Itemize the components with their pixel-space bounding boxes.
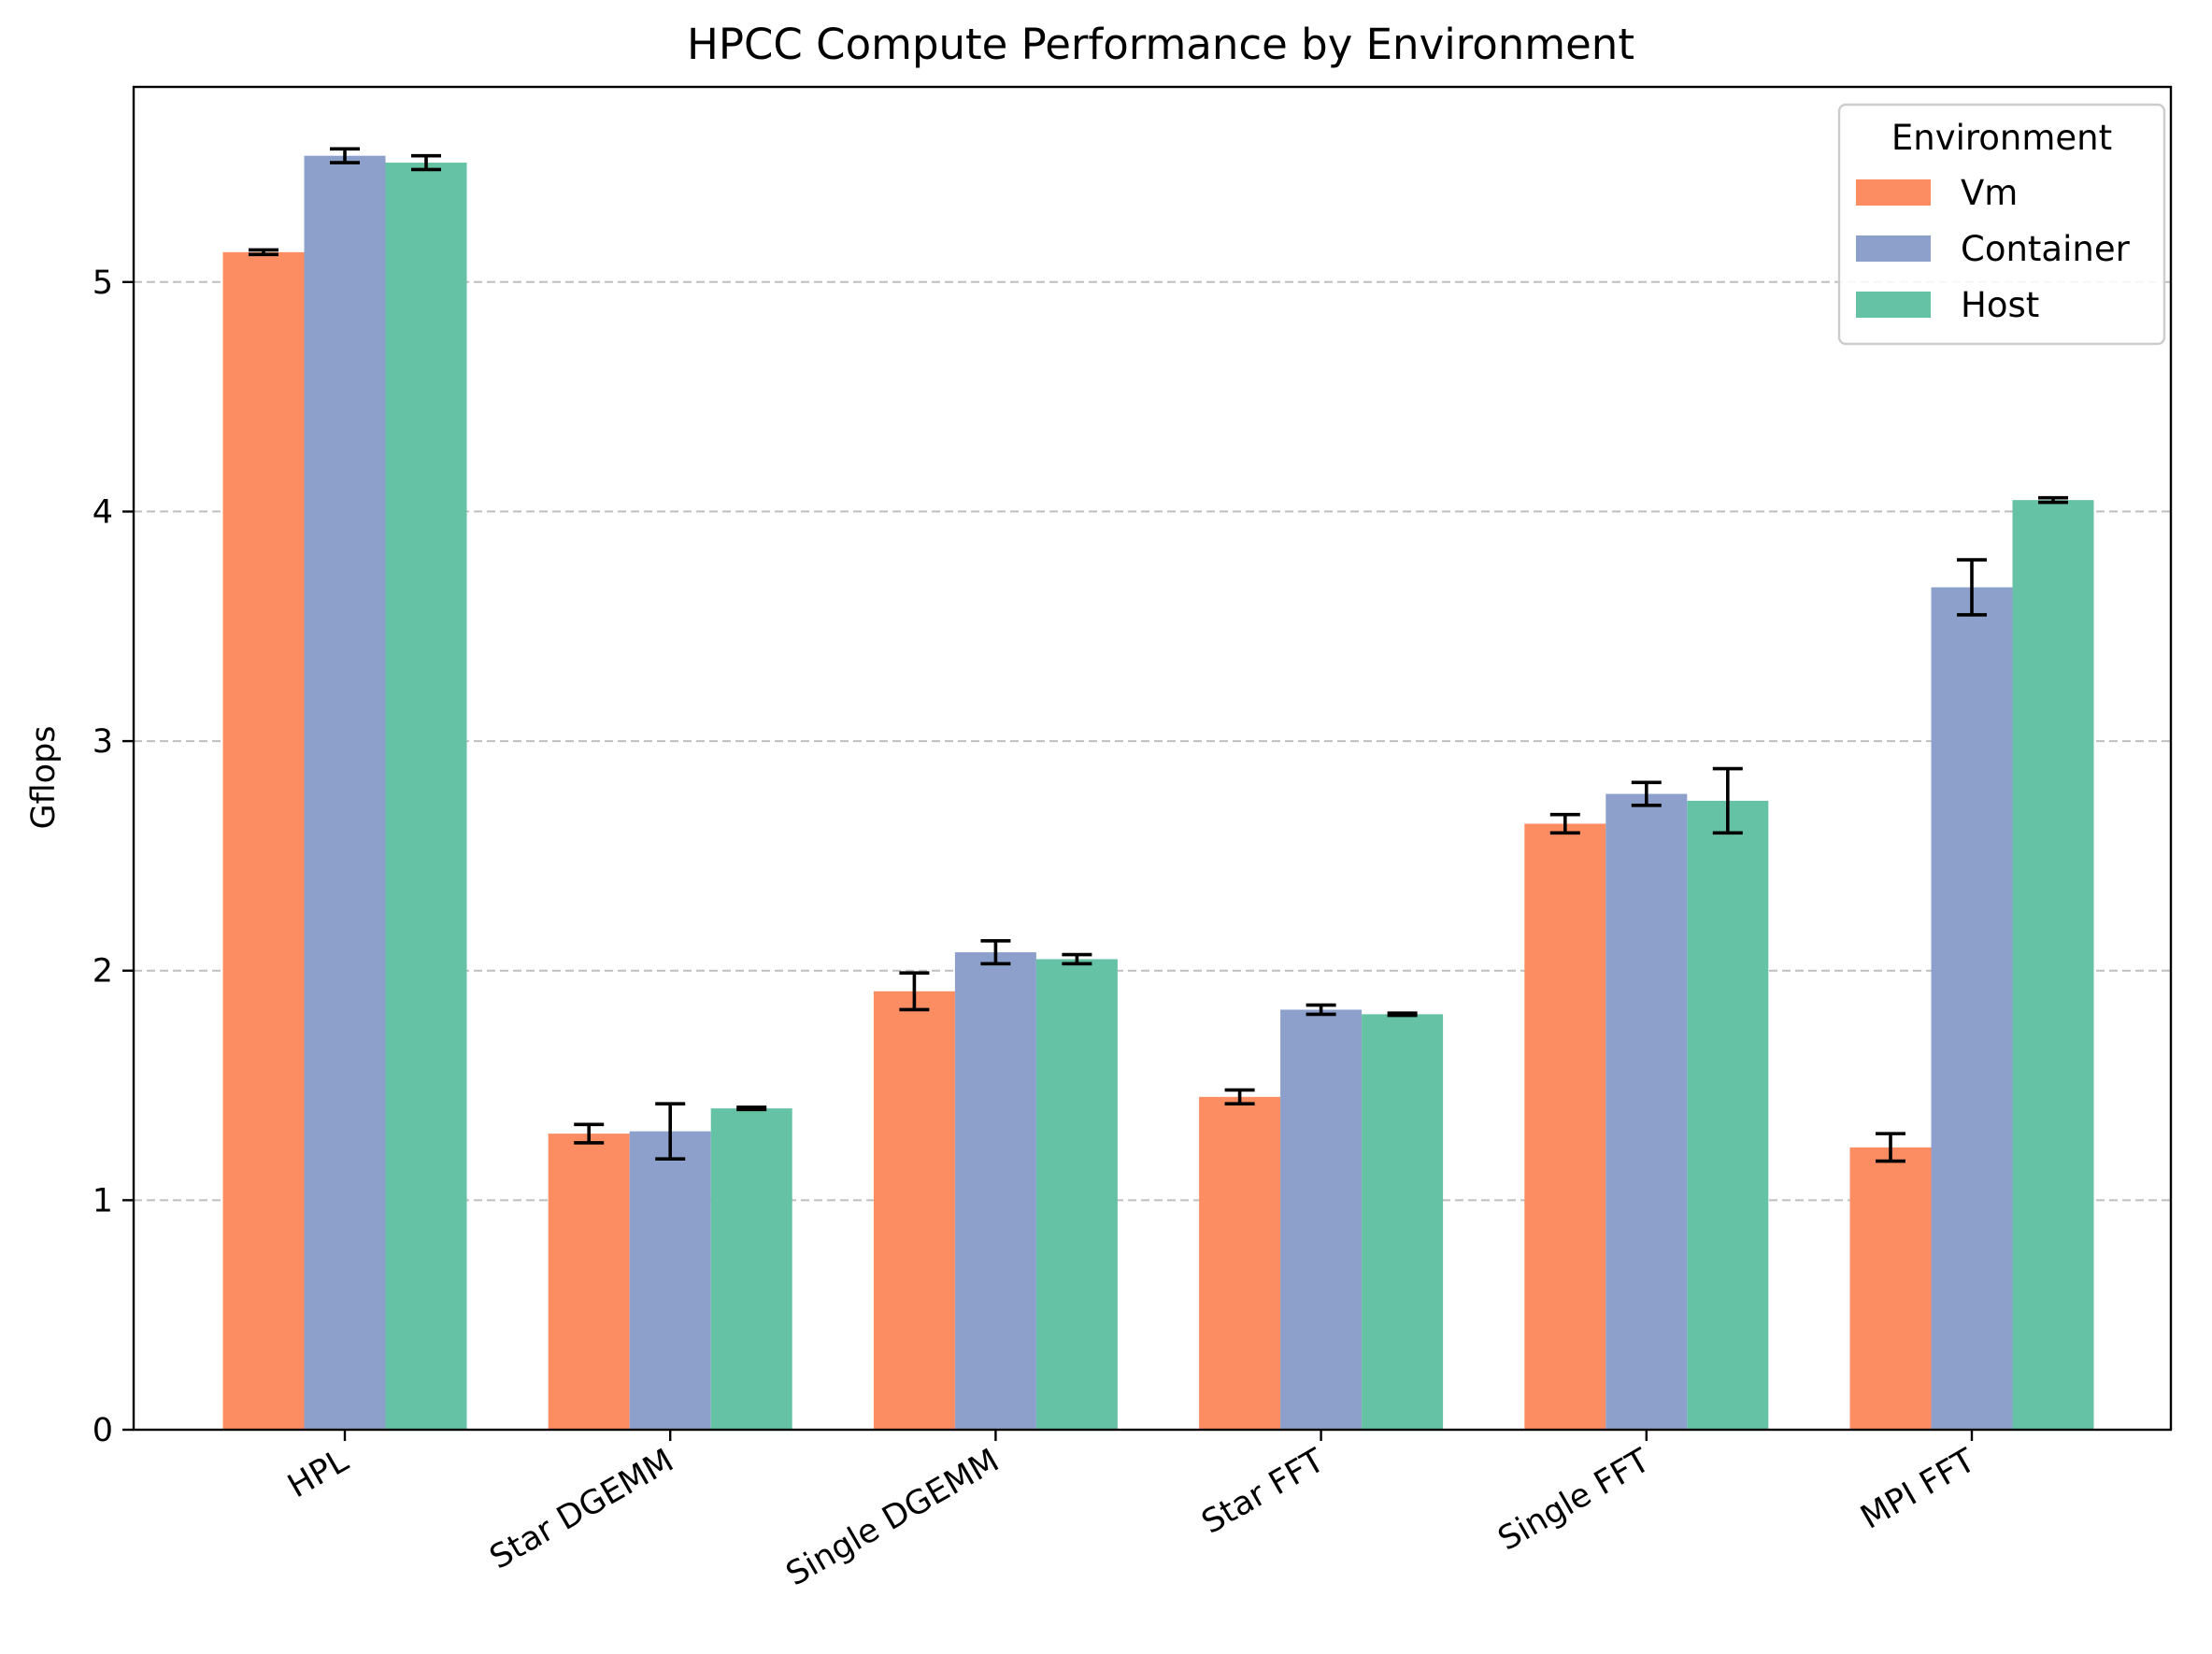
bar-host-mpi-fft <box>2012 500 2094 1430</box>
error-bar <box>411 153 441 172</box>
bar-host-single-fft <box>1687 800 1769 1430</box>
bar-container-mpi-fft <box>1931 587 2013 1430</box>
legend-item-container[interactable]: Container <box>1856 229 2131 269</box>
bar-host-single-dgemm <box>1035 959 1118 1430</box>
chart-title: HPCC Compute Performance by Environment <box>687 20 1634 69</box>
y-axis-label: Gflops <box>25 725 63 829</box>
y-tick-label: 3 <box>93 723 113 761</box>
legend-swatch <box>1856 235 1931 262</box>
legend-item-host[interactable]: Host <box>1856 285 2039 325</box>
bar-host-star-fft <box>1362 1014 1444 1430</box>
bars <box>222 155 2094 1431</box>
error-bar <box>1876 1132 1905 1163</box>
error-bar <box>330 147 360 164</box>
legend-label: Container <box>1961 229 2131 269</box>
bar-vm-single-dgemm <box>873 991 955 1430</box>
y-tick-label: 1 <box>93 1182 113 1219</box>
error-bar <box>574 1122 605 1145</box>
error-bar <box>736 1105 767 1112</box>
bar-vm-star-fft <box>1199 1096 1281 1430</box>
legend-label: Host <box>1961 285 2039 325</box>
bar-container-star-fft <box>1280 1009 1363 1430</box>
error-bar <box>2038 495 2068 505</box>
bar-container-single-fft <box>1605 793 1688 1430</box>
bar-vm-star-dgemm <box>548 1134 630 1430</box>
legend-item-vm[interactable]: Vm <box>1856 173 2018 213</box>
error-bar <box>980 938 1011 966</box>
y-tick-label: 5 <box>93 264 113 302</box>
error-bars <box>249 147 2068 1163</box>
bar-host-hpl <box>385 163 467 1431</box>
error-bar <box>1957 558 1987 617</box>
error-bar <box>899 971 930 1012</box>
bar-host-star-dgemm <box>710 1108 792 1430</box>
y-tick-label: 2 <box>93 953 113 991</box>
bar-vm-hpl <box>222 251 305 1430</box>
y-tick-label: 0 <box>93 1412 113 1449</box>
y-tick-label: 4 <box>93 493 113 531</box>
error-bar <box>249 248 278 257</box>
legend-box <box>1837 103 2166 346</box>
legend-swatch <box>1856 292 1931 318</box>
error-bar <box>1549 812 1580 835</box>
bar-container-star-dgemm <box>629 1131 711 1430</box>
legend[interactable]: Environment Vm Container Host <box>1837 103 2166 346</box>
plot-area-frame <box>132 85 2173 1432</box>
legend-title: Environment <box>1891 118 2112 158</box>
error-bar <box>655 1102 686 1161</box>
legend-label: Vm <box>1961 173 2018 213</box>
error-bar <box>1631 780 1662 807</box>
bar-vm-single-fft <box>1524 823 1606 1430</box>
bar-container-hpl <box>304 155 386 1431</box>
error-bar <box>1387 1011 1418 1018</box>
error-bar <box>1062 952 1092 966</box>
error-bar <box>1306 1003 1336 1017</box>
bar-container-single-dgemm <box>954 952 1036 1430</box>
bar-vm-mpi-fft <box>1849 1147 1932 1430</box>
legend-swatch <box>1856 179 1931 206</box>
error-bar <box>1712 766 1743 835</box>
error-bar <box>1224 1088 1255 1105</box>
